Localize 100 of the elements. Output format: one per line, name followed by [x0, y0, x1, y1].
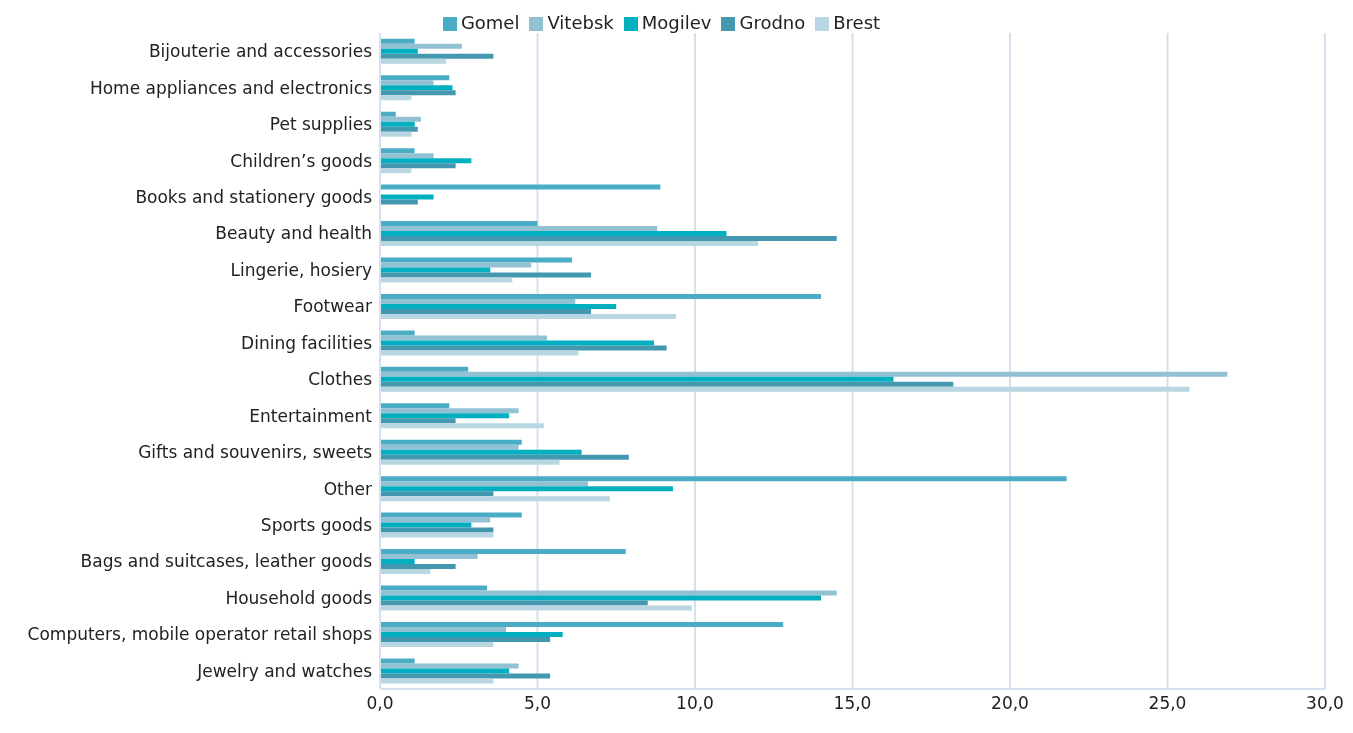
- bar: [380, 267, 491, 273]
- bar: [380, 241, 758, 247]
- y-tick-label: Bijouterie and accessories: [148, 41, 373, 62]
- y-tick-label: Other: [323, 478, 372, 499]
- bar: [380, 371, 1228, 377]
- y-tick-label: Home appliances and electronics: [89, 77, 373, 98]
- bar: [380, 569, 431, 575]
- legend-label: Vitebsk: [547, 12, 614, 33]
- bar: [380, 272, 592, 278]
- legend-label: Grodno: [739, 12, 806, 33]
- bar: [380, 236, 837, 242]
- bar: [380, 221, 538, 227]
- bar: [380, 345, 667, 351]
- bar: [380, 449, 582, 455]
- bar: [380, 308, 592, 314]
- bar: [380, 386, 1190, 392]
- bar: [380, 75, 450, 81]
- bar: [380, 366, 469, 372]
- bar: [380, 663, 519, 669]
- y-tick-label: Lingerie, hosiery: [230, 259, 372, 280]
- bar: [380, 85, 453, 91]
- bar: [380, 673, 551, 679]
- bar: [380, 476, 1067, 482]
- y-tick-label: Footwear: [293, 296, 372, 317]
- bar: [380, 131, 412, 137]
- y-tick-label: Beauty and health: [215, 223, 372, 244]
- bar: [380, 199, 418, 205]
- bar: [380, 413, 510, 419]
- bar: [380, 522, 472, 528]
- legend-label: Mogilev: [641, 12, 712, 33]
- bar: [380, 517, 491, 523]
- y-tick-label: Sports goods: [260, 515, 373, 536]
- bar: [380, 48, 418, 54]
- x-tick-label: 25,0: [1148, 693, 1187, 714]
- bar: [380, 600, 648, 606]
- bar: [380, 226, 658, 232]
- y-tick-label: Jewelry and watches: [196, 660, 373, 681]
- bar: [380, 111, 396, 117]
- bar: [380, 403, 450, 409]
- bar: [380, 90, 456, 96]
- bar: [380, 158, 472, 164]
- legend-label: Brest: [833, 12, 881, 33]
- bar: [380, 554, 478, 560]
- bar: [380, 459, 560, 465]
- bar: [380, 116, 421, 122]
- bar: [380, 641, 494, 647]
- bar: [380, 381, 954, 387]
- bar: [380, 43, 462, 49]
- bar: [380, 340, 655, 346]
- legend-label: Gomel: [460, 12, 520, 33]
- bar: [380, 636, 551, 642]
- bar: [380, 194, 434, 200]
- bar: [380, 481, 588, 487]
- y-tick-label: Computers, mobile operator retail shops: [27, 624, 373, 645]
- bar: [380, 168, 412, 174]
- bar: [380, 454, 629, 460]
- bar: [380, 559, 415, 565]
- bar: [380, 262, 532, 268]
- bar: [380, 444, 519, 450]
- x-tick-label: 0,0: [366, 693, 394, 714]
- bar: [380, 585, 488, 591]
- bar: [380, 330, 415, 336]
- bar: [380, 491, 494, 497]
- bar: [380, 298, 576, 304]
- bar: [380, 58, 447, 64]
- y-tick-label: Clothes: [308, 369, 373, 390]
- bar: [380, 626, 506, 632]
- x-tick-label: 5,0: [523, 693, 552, 714]
- bar: [380, 293, 821, 299]
- bar: [380, 121, 415, 127]
- bar: [380, 335, 547, 341]
- bar: [380, 486, 673, 492]
- bar: [380, 418, 456, 424]
- bar: [380, 80, 434, 86]
- x-tick-label: 10,0: [676, 693, 714, 714]
- bar: [380, 496, 610, 502]
- bar: [380, 605, 692, 611]
- bar: [380, 668, 510, 674]
- bar: [380, 153, 434, 159]
- bar: [380, 631, 563, 637]
- bar: [380, 590, 837, 596]
- bar: [380, 163, 456, 169]
- bar: [380, 257, 573, 263]
- y-tick-label: Gifts and souvenirs, sweets: [138, 442, 373, 463]
- bar: [380, 148, 415, 154]
- bar: [380, 95, 412, 101]
- x-tick-label: 15,0: [833, 693, 872, 714]
- bar: [380, 126, 418, 132]
- bar: [380, 423, 544, 429]
- bar: [380, 527, 494, 533]
- y-tick-label: Bags and suitcases, leather goods: [80, 551, 373, 572]
- y-tick-label: Children’s goods: [230, 150, 373, 171]
- y-tick-label: Books and stationery goods: [135, 187, 373, 208]
- bar: [380, 231, 727, 237]
- x-tick-label: 30,0: [1306, 693, 1344, 714]
- y-tick-label: Entertainment: [249, 405, 373, 426]
- y-tick-label: Pet supplies: [269, 114, 373, 135]
- bar: [380, 564, 456, 570]
- bar: [380, 277, 513, 283]
- bar: [380, 532, 494, 538]
